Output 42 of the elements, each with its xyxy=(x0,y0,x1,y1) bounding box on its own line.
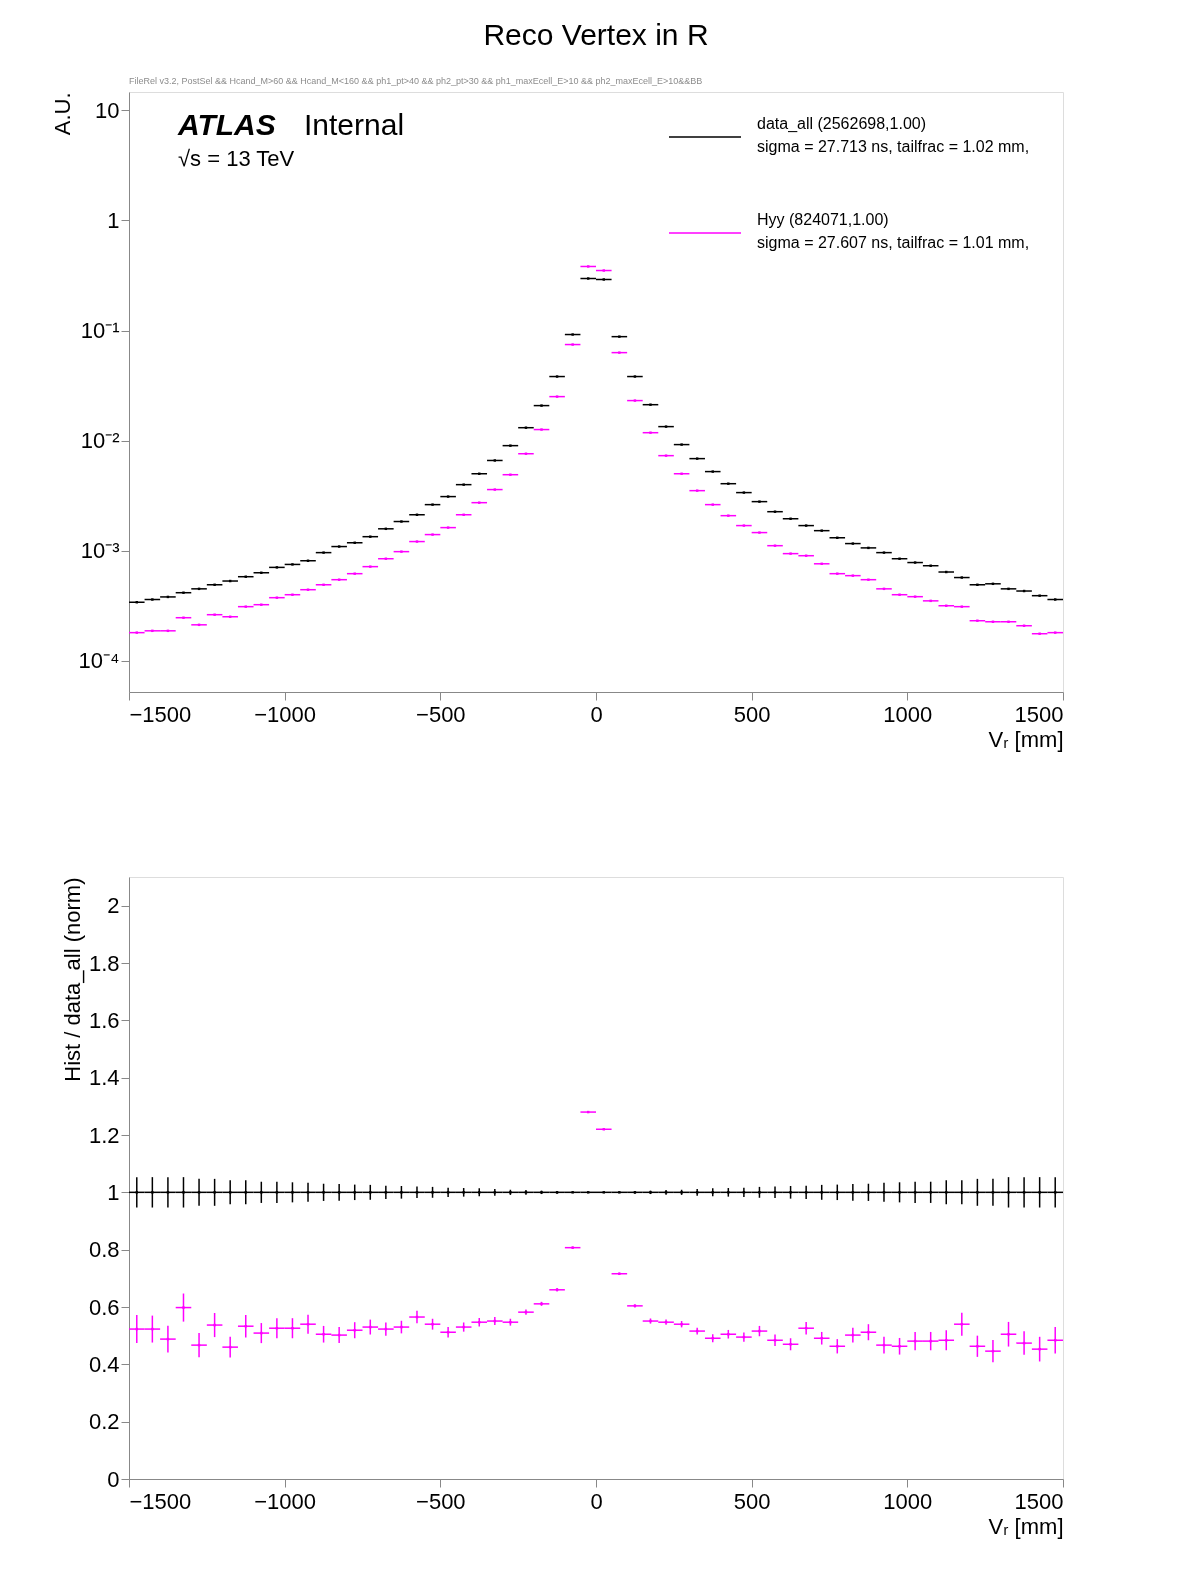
y-tick-label: 0.8 xyxy=(88,1237,120,1263)
x-tick-label: 0 xyxy=(590,701,603,727)
y-axis-title: A.U. xyxy=(49,92,75,136)
x-tick-label: 0 xyxy=(590,1488,603,1514)
y-tick-label: 0 xyxy=(107,1466,120,1492)
x-tick-label: −1000 xyxy=(254,701,317,727)
annotation: √s = 13 TeV xyxy=(178,146,295,171)
legend-label: Hyy (824071,1.00) sigma = 27.607 ns, tailfrac = 1.01 mm, xyxy=(757,211,1030,251)
y-tick-label: 2 xyxy=(107,893,120,919)
x-tick-label: 500 xyxy=(733,1488,771,1514)
x-tick-label: −500 xyxy=(416,701,466,727)
y-tick-label: 0.4 xyxy=(88,1351,120,1377)
x-tick-label: 500 xyxy=(733,701,771,727)
x-tick-label: 1500 xyxy=(1014,701,1064,727)
y-tick-label: 10⁻³ xyxy=(80,538,120,564)
y-tick-label: 1 xyxy=(107,1179,120,1205)
x-tick-label: −1500 xyxy=(129,1488,192,1514)
legend-label: data_all (2562698,1.00) sigma = 27.713 ns, tailfrac = 1.02 mm, xyxy=(757,115,1030,155)
y-tick-label: 10⁻² xyxy=(80,428,120,454)
chart-title: Reco Vertex in R xyxy=(483,18,709,51)
x-tick-label: −1500 xyxy=(129,701,192,727)
y-tick-label: 0.2 xyxy=(88,1409,120,1435)
y-tick-label: 1 xyxy=(107,207,120,233)
y-axis-title: Hist / data_all (norm) xyxy=(59,877,85,1082)
x-tick-label: 1000 xyxy=(883,701,933,727)
x-axis-title: Vᵣ [mm] xyxy=(988,1513,1064,1539)
y-tick-label: 10⁻¹ xyxy=(80,318,120,344)
x-tick-label: −1000 xyxy=(254,1488,317,1514)
x-axis-title: Vᵣ [mm] xyxy=(988,726,1064,752)
annotation: ATLAS xyxy=(177,108,276,141)
x-tick-label: 1500 xyxy=(1014,1488,1064,1514)
y-tick-label: 1.2 xyxy=(88,1122,120,1148)
y-tick-label: 10 xyxy=(95,97,120,123)
x-tick-label: 1000 xyxy=(883,1488,933,1514)
y-tick-label: 10⁻⁴ xyxy=(78,648,120,674)
y-tick-label: 1.8 xyxy=(88,950,120,976)
x-tick-label: −500 xyxy=(416,1488,466,1514)
annotation: Internal xyxy=(304,108,405,141)
chart-subtitle: FileRel v3.2, PostSel && Hcand_M>60 && Hcand_M<160 && ph1_pt>40 && ph2_pt>30 && ph1_maxEcell_E>10 && ph2_maxEcell_E>10&&BB xyxy=(129,76,703,86)
y-tick-label: 1.6 xyxy=(88,1007,120,1033)
y-tick-label: 0.6 xyxy=(88,1294,120,1320)
y-tick-label: 1.4 xyxy=(88,1065,120,1091)
